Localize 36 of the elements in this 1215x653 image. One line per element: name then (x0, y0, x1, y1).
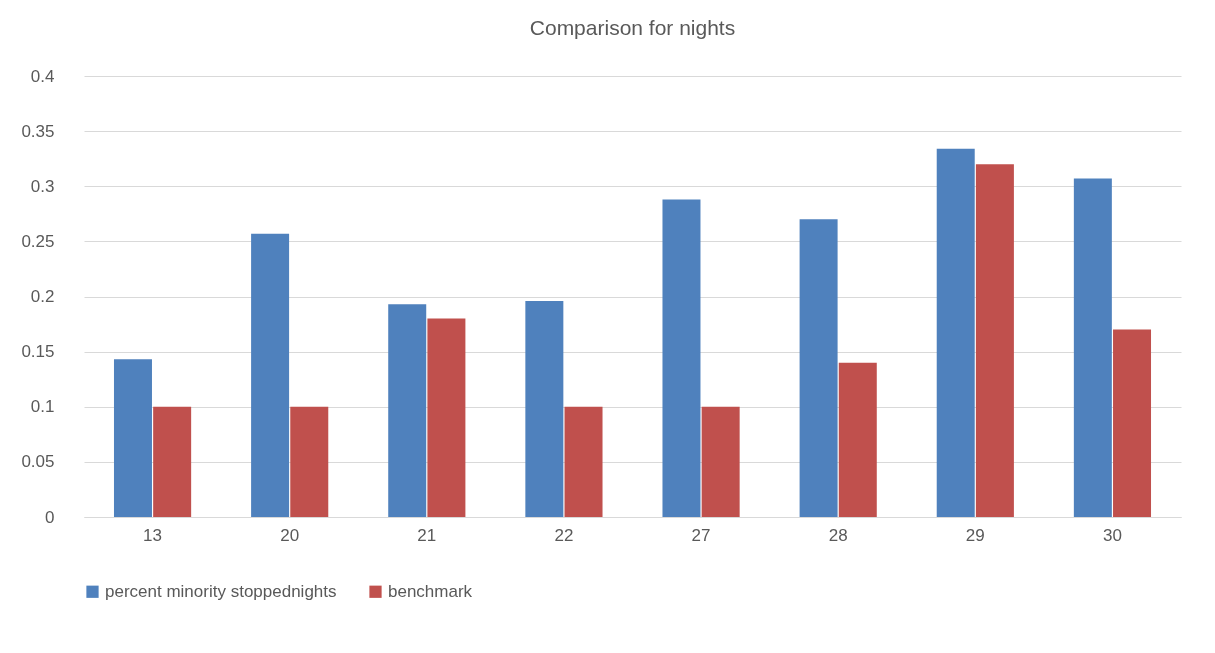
bar (251, 233, 290, 517)
x-tick-label: 30 (1102, 525, 1122, 545)
bar (799, 219, 838, 517)
x-tick-label: 20 (280, 525, 300, 545)
y-tick-label: 0.2 (30, 287, 55, 306)
bar (113, 359, 152, 517)
bar (838, 362, 877, 517)
legend-label: benchmark (388, 581, 473, 601)
bar (153, 406, 192, 517)
y-tick-label: 0.35 (21, 121, 55, 141)
y-tick-label: 0 (45, 507, 55, 527)
legend-label: percent minority stoppednights (105, 581, 337, 601)
y-tick-label: 0.25 (21, 231, 55, 251)
bar (427, 318, 466, 517)
bar (388, 304, 427, 517)
bar (1113, 329, 1152, 517)
bar (290, 406, 329, 517)
x-tick-label: 13 (143, 525, 163, 545)
y-tick-label: 0.4 (30, 66, 55, 86)
x-tick-label: 29 (965, 525, 985, 545)
y-tick-label: 0.1 (30, 397, 55, 417)
x-tick-label: 28 (828, 525, 848, 545)
x-tick-label: 21 (417, 525, 437, 545)
x-tick-label: 22 (554, 525, 574, 545)
bar (936, 148, 975, 517)
bar (525, 300, 564, 517)
bar (701, 406, 740, 517)
chart-title: Comparison for nights (529, 16, 736, 39)
y-tick-label: 0.15 (21, 342, 55, 362)
x-tick-label: 27 (691, 525, 711, 545)
y-tick-label: 0.05 (21, 452, 55, 472)
bar (564, 406, 603, 517)
y-tick-label: 0.3 (30, 176, 55, 196)
bar (1073, 178, 1112, 517)
bar (662, 199, 701, 517)
bar (975, 164, 1014, 517)
